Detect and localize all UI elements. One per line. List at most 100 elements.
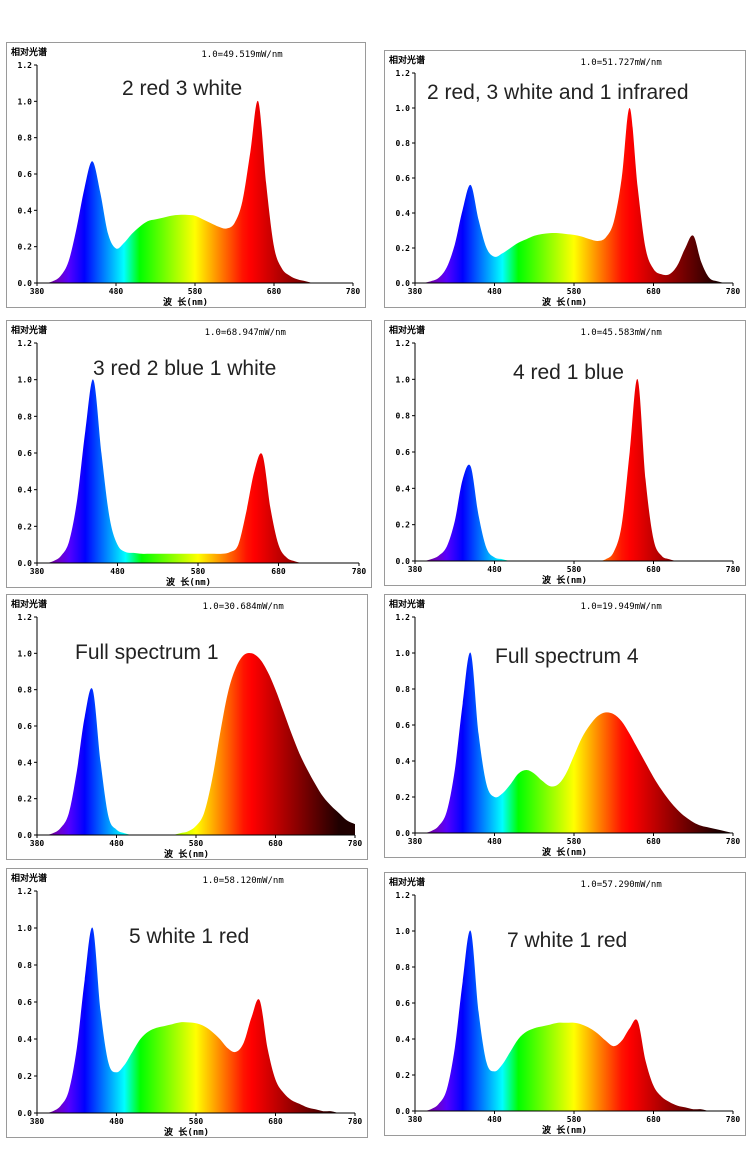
x-tick-label: 680 xyxy=(268,839,283,848)
x-axis-label: 波 长(nm) xyxy=(166,578,212,588)
x-tick-label: 780 xyxy=(726,1115,741,1124)
y-tick-label: 0.2 xyxy=(18,243,33,252)
y-tick-label: 0.8 xyxy=(18,412,33,421)
y-tick-label: 1.0 xyxy=(396,104,411,113)
y-tick-label: 1.0 xyxy=(396,649,411,658)
panel-header: 相对光谱 xyxy=(11,48,48,58)
chart-title: 4 red 1 blue xyxy=(513,361,624,384)
y-tick-label: 0.6 xyxy=(396,174,411,183)
y-tick-label: 0.8 xyxy=(396,963,411,972)
chart-title: 7 white 1 red xyxy=(507,929,628,952)
y-tick-label: 1.2 xyxy=(18,339,33,348)
panel-header: 相对光谱 xyxy=(11,326,48,336)
x-tick-label: 480 xyxy=(110,567,125,576)
x-tick-label: 780 xyxy=(348,1117,363,1126)
spectrum-plot: 0.0 0.2 0.4 0.6 0.8 1.0 1.2 380 480 580 680 780 xyxy=(18,339,367,576)
x-tick-label: 780 xyxy=(726,287,741,296)
y-tick-label: 1.2 xyxy=(396,69,411,78)
x-tick-label: 380 xyxy=(408,287,423,296)
spectrum-panel: 相对光谱 1.0=19.949mW/nm 0.0 0.2 0.4 0.6 0.8 1.0 1.2… xyxy=(384,594,746,858)
x-tick-label: 480 xyxy=(487,837,502,846)
spectrum-plot: 0.0 0.2 0.4 0.6 0.8 1.0 1.2 380 480 580 680 780 xyxy=(396,339,741,574)
y-tick-label: 0.8 xyxy=(396,412,411,421)
spectrum-area xyxy=(415,930,733,1111)
x-tick-label: 680 xyxy=(646,565,661,574)
scale-label: 1.0=30.684mW/nm xyxy=(202,602,284,612)
y-tick-label: 0.0 xyxy=(18,279,33,288)
x-tick-label: 380 xyxy=(30,567,45,576)
y-tick-label: 0.6 xyxy=(18,722,33,731)
x-tick-label: 680 xyxy=(271,567,286,576)
spectrum-panel: 相对光谱 1.0=51.727mW/nm 0.0 0.2 0.4 0.6 0.8 1.0 1.2… xyxy=(384,50,746,308)
y-tick-label: 0.4 xyxy=(396,484,411,493)
x-tick-label: 480 xyxy=(487,287,502,296)
y-tick-label: 0.8 xyxy=(18,961,33,970)
y-tick-label: 1.2 xyxy=(396,613,411,622)
spectrum-area xyxy=(37,927,355,1113)
x-tick-label: 580 xyxy=(567,837,582,846)
x-axis-label: 波 长(nm) xyxy=(163,298,209,308)
y-tick-label: 0.6 xyxy=(18,449,33,458)
scale-label: 1.0=57.290mW/nm xyxy=(580,880,662,890)
y-tick-label: 1.2 xyxy=(18,887,33,896)
y-tick-label: 1.0 xyxy=(18,97,33,106)
panel-header: 相对光谱 xyxy=(11,600,48,610)
scale-label: 1.0=49.519mW/nm xyxy=(201,50,283,60)
x-tick-label: 380 xyxy=(30,839,45,848)
spectrum-area xyxy=(37,652,355,835)
spectrum-plot: 0.0 0.2 0.4 0.6 0.8 1.0 1.2 380 480 580 680 780 xyxy=(396,613,741,846)
spectrum-plot: 0.0 0.2 0.4 0.6 0.8 1.0 1.2 380 480 580 680 780 xyxy=(18,887,363,1126)
x-axis-label: 波 长(nm) xyxy=(164,1128,210,1138)
y-tick-label: 0.4 xyxy=(396,1035,411,1044)
y-tick-label: 0.2 xyxy=(18,1072,33,1081)
y-tick-label: 0.2 xyxy=(396,521,411,530)
x-tick-label: 480 xyxy=(109,287,124,296)
scale-label: 1.0=19.949mW/nm xyxy=(580,602,662,612)
y-tick-label: 0.6 xyxy=(18,170,33,179)
y-tick-label: 1.0 xyxy=(18,649,33,658)
y-tick-label: 1.2 xyxy=(18,613,33,622)
chart-title: Full spectrum 1 xyxy=(75,641,219,664)
y-tick-label: 0.8 xyxy=(18,686,33,695)
y-tick-label: 0.8 xyxy=(18,134,33,143)
spectrum-area xyxy=(415,652,733,833)
scale-label: 1.0=58.120mW/nm xyxy=(202,876,284,886)
x-tick-label: 580 xyxy=(567,565,582,574)
y-tick-label: 0.4 xyxy=(396,209,411,218)
x-tick-label: 580 xyxy=(567,1115,582,1124)
y-tick-label: 0.6 xyxy=(396,448,411,457)
y-tick-label: 1.2 xyxy=(396,339,411,348)
y-tick-label: 1.0 xyxy=(18,924,33,933)
x-tick-label: 680 xyxy=(646,1115,661,1124)
x-tick-label: 480 xyxy=(109,1117,124,1126)
x-tick-label: 680 xyxy=(268,1117,283,1126)
y-tick-label: 0.0 xyxy=(18,831,33,840)
spectrum-panel: 相对光谱 1.0=57.290mW/nm 0.0 0.2 0.4 0.6 0.8 1.0 1.2… xyxy=(384,872,746,1136)
x-tick-label: 680 xyxy=(646,287,661,296)
y-tick-label: 0.2 xyxy=(18,795,33,804)
x-axis-label: 波 长(nm) xyxy=(164,850,210,860)
y-tick-label: 0.2 xyxy=(396,793,411,802)
x-tick-label: 480 xyxy=(487,565,502,574)
y-tick-label: 1.2 xyxy=(396,891,411,900)
chart-title: 2 red, 3 white and 1 infrared xyxy=(427,81,689,104)
x-tick-label: 780 xyxy=(348,839,363,848)
y-tick-label: 0.4 xyxy=(18,758,33,767)
spectrum-plot: 0.0 0.2 0.4 0.6 0.8 1.0 1.2 380 480 580 680 780 xyxy=(396,69,741,296)
y-tick-label: 0.8 xyxy=(396,139,411,148)
x-tick-label: 680 xyxy=(646,837,661,846)
x-tick-label: 780 xyxy=(346,287,361,296)
spectrum-plot: 0.0 0.2 0.4 0.6 0.8 1.0 1.2 380 480 580 680 780 xyxy=(18,613,363,848)
spectrum-panel: 相对光谱 1.0=30.684mW/nm 0.0 0.2 0.4 0.6 0.8 1.0 1.2… xyxy=(6,594,368,860)
x-tick-label: 580 xyxy=(191,567,206,576)
x-tick-label: 680 xyxy=(267,287,282,296)
x-tick-label: 780 xyxy=(726,837,741,846)
x-axis-label: 波 长(nm) xyxy=(542,848,588,858)
chart-title: 2 red 3 white xyxy=(122,77,243,100)
y-tick-label: 0.0 xyxy=(18,559,33,568)
x-tick-label: 580 xyxy=(189,839,204,848)
scale-label: 1.0=51.727mW/nm xyxy=(580,58,662,68)
y-tick-label: 1.0 xyxy=(396,927,411,936)
y-tick-label: 0.0 xyxy=(18,1109,33,1118)
